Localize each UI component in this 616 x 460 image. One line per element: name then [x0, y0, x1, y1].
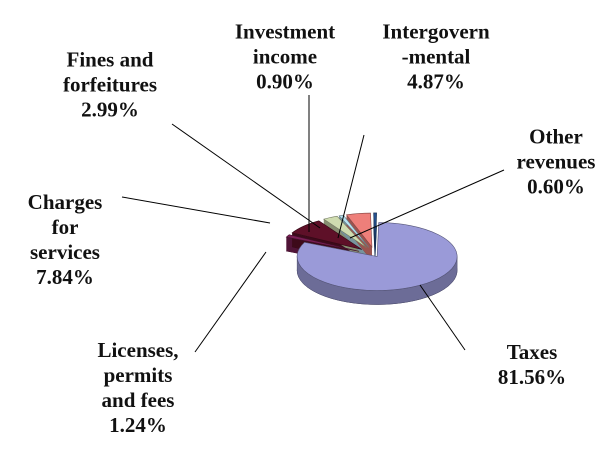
category-name: Fines and forfeitures [62, 47, 158, 97]
slice-label: Fines and forfeitures 2.99% [63, 48, 157, 123]
slice-label: Investment income 0.90% [235, 20, 335, 95]
slice [296, 222, 458, 291]
category-name: Taxes [506, 340, 558, 364]
category-name: Charges for services [27, 190, 103, 264]
slice-label: Taxes 81.56% [498, 340, 566, 390]
slice [345, 212, 373, 248]
slice [323, 215, 367, 249]
slice-label: Intergovern -mental 4.87% [382, 20, 489, 95]
slice-label: Other revenues 0.60% [517, 125, 596, 200]
category-name: Investment income [234, 19, 336, 69]
value-label: 0.90% [256, 69, 314, 94]
slice-side [346, 214, 372, 262]
value-label: 1.24% [109, 413, 167, 437]
category-name: Other revenues [516, 124, 596, 174]
leader-line [194, 251, 267, 353]
value-label: 81.56% [497, 365, 567, 389]
leader-line [337, 134, 365, 239]
value-label: 0.60% [527, 174, 585, 199]
leader-line [419, 284, 466, 351]
slice-label: Licenses, permits and fees 1.24% [97, 338, 178, 438]
category-name: Intergovern -mental [382, 19, 490, 69]
leader-line [171, 123, 321, 229]
slice [373, 212, 377, 247]
slice [291, 220, 363, 250]
category-name: Licenses, permits and fees [97, 338, 179, 412]
leader-line [121, 196, 271, 224]
slice-label: Charges for services 7.84% [28, 190, 103, 290]
value-label: 7.84% [36, 265, 94, 289]
slice [285, 234, 360, 252]
leader-line [349, 169, 505, 239]
value-label: 2.99% [81, 97, 139, 122]
value-label: 4.87% [407, 69, 465, 94]
